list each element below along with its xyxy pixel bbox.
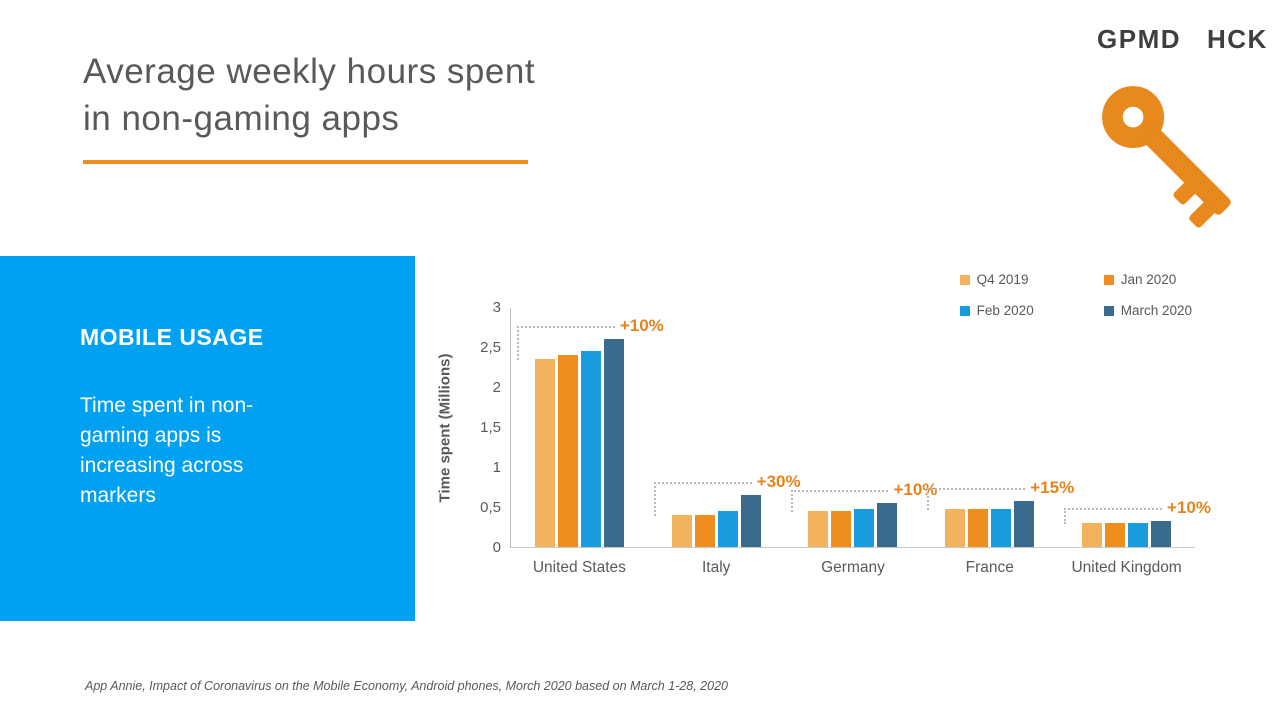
legend-swatch (959, 274, 970, 285)
annotation-dotted-line (790, 490, 889, 492)
bar-group-united-kingdom: United Kingdom +10% (1058, 308, 1211, 576)
growth-annotation-united-kingdom: +10% (1064, 492, 1211, 524)
bar-q4-2019-germany (808, 511, 829, 547)
chart-plot-area: Time spent (Millions) United States +10% I… (437, 299, 1211, 576)
bar-jan-2020-united-kingdom (1105, 523, 1126, 547)
growth-percent-label: +10% (1167, 497, 1211, 517)
growth-annotation-italy: +30% (653, 466, 801, 516)
bar-jan-2020-italy (694, 515, 715, 547)
y-axis-tick-label: 1,5 (480, 419, 501, 436)
growth-percent-label: +10% (619, 316, 664, 335)
chart-legend: Q4 2019 Jan 2020 Feb 2020 March 2020 (959, 272, 1192, 318)
logo-text-hck: HCK (1207, 24, 1268, 54)
y-axis-title: Time spent (Millions) (436, 353, 454, 502)
key-icon (1086, 70, 1258, 242)
bar-group-united-states: United States +10% (511, 308, 664, 576)
y-axis-tick-label: 0 (492, 539, 501, 556)
bar-march-2020-united-states (603, 339, 624, 547)
y-axis-tick-label: 0,5 (480, 499, 501, 516)
panel-body-text: Time spent in non-gaming apps is increas… (80, 394, 254, 507)
bar-q4-2019-united-states (534, 359, 555, 547)
bar-feb-2020-france (991, 509, 1012, 547)
bar-march-2020-germany (877, 503, 898, 547)
bar-march-2020-france (1014, 500, 1035, 547)
legend-swatch (1103, 305, 1114, 316)
legend-swatch (959, 305, 970, 316)
bar-march-2020-united-kingdom (1151, 520, 1172, 547)
annotation-dotted-vline (927, 487, 930, 511)
bar-q4-2019-france (945, 509, 966, 547)
legend-label: Jan 2020 (1120, 272, 1177, 287)
legend-item-feb-2020: Feb 2020 (959, 303, 1034, 318)
legend-item-q4-2019: Q4 2019 (959, 272, 1034, 287)
bar-group-france: France +15% (921, 308, 1074, 576)
bar-chart: Q4 2019 Jan 2020 Feb 2020 March 2020 Time s… (430, 258, 1211, 598)
title-line-1: Average weekly hours spent (83, 52, 536, 91)
bar-groups: United States +10% Italy +30% Germany +10% Fra… (511, 308, 1211, 576)
x-axis-category-label: United States (532, 559, 626, 576)
growth-percent-label: +15% (1030, 477, 1075, 497)
bar-jan-2020-germany (831, 511, 852, 547)
annotation-dotted-line (653, 482, 752, 484)
annotation-dotted-vline (517, 326, 519, 360)
bar-march-2020-italy (740, 495, 761, 547)
bar-feb-2020-united-kingdom (1128, 523, 1149, 547)
growth-annotation-germany: +10% (790, 474, 938, 512)
annotation-dotted-line (1064, 507, 1163, 510)
bar-jan-2020-france (968, 509, 989, 547)
legend-swatch (1103, 274, 1114, 285)
y-axis-tick-label: 2 (492, 379, 501, 396)
y-axis-tick-label: 3 (492, 299, 501, 316)
bar-group-italy: Italy +30% (648, 308, 801, 576)
annotation-dotted-line (927, 487, 1026, 490)
bar-feb-2020-italy (717, 511, 738, 547)
x-axis-category-label: Germany (821, 559, 885, 576)
legend-item-march-2020: March 2020 (1103, 303, 1192, 318)
legend-label: March 2020 (1120, 303, 1192, 318)
growth-annotation-france: +15% (927, 472, 1075, 511)
x-axis-category-label: France (965, 559, 1014, 576)
logo-text-gpmd: GPMD (1097, 24, 1181, 54)
legend-item-jan-2020: Jan 2020 (1103, 272, 1192, 287)
x-axis-category-label: Italy (701, 559, 731, 576)
annotation-dotted-vline (653, 482, 656, 516)
company-logo: GPMD HCK (1097, 24, 1268, 55)
bar-q4-2019-united-kingdom (1082, 523, 1103, 547)
title-line-2: in non-gaming apps (83, 99, 400, 138)
page-title: Average weekly hours spent in non-gaming… (83, 48, 535, 142)
panel-heading: MOBILE USAGE (80, 324, 264, 350)
annotation-dotted-vline (790, 490, 793, 512)
y-axis-tick-label: 1 (492, 459, 501, 476)
mobile-usage-panel: MOBILE USAGE Time spent in non-gaming ap… (0, 256, 415, 621)
bar-group-germany: Germany +10% (785, 308, 937, 576)
bar-jan-2020-united-states (557, 355, 578, 547)
bar-feb-2020-united-states (580, 351, 601, 547)
source-footnote: App Annie, Impact of Coronavirus on the … (85, 679, 728, 693)
y-axis-tick-label: 2,5 (480, 339, 501, 356)
x-axis-category-label: United Kingdom (1071, 559, 1182, 576)
annotation-dotted-line (517, 326, 615, 328)
legend-label: Q4 2019 (976, 272, 1029, 287)
title-accent-underline (83, 160, 528, 164)
legend-label: Feb 2020 (976, 303, 1034, 318)
annotation-dotted-vline (1064, 507, 1067, 524)
bar-feb-2020-germany (854, 508, 875, 547)
growth-annotation-united-states: +10% (517, 310, 664, 360)
bar-q4-2019-italy (671, 515, 692, 547)
growth-percent-label: +10% (893, 480, 938, 499)
growth-percent-label: +30% (756, 472, 801, 491)
